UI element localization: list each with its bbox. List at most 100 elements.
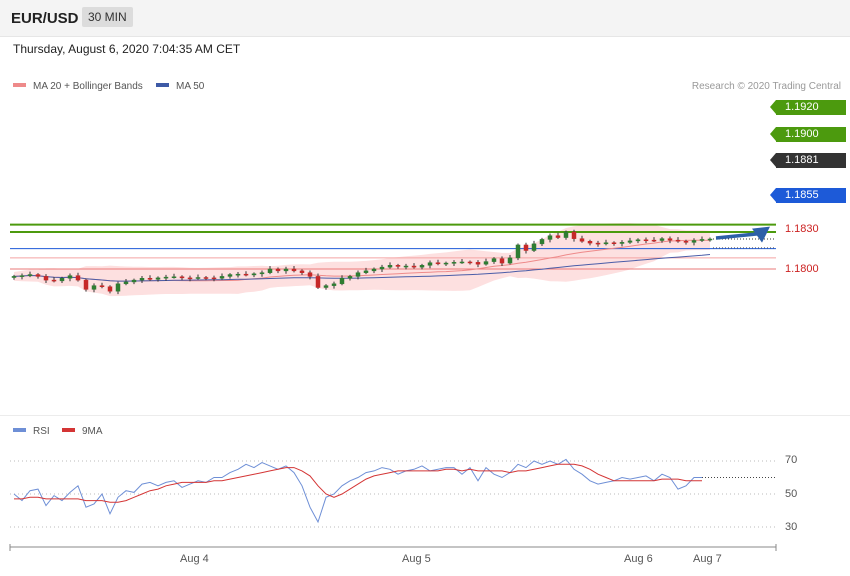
candle-body (467, 261, 473, 264)
candle-body (475, 262, 481, 265)
legend-rsi-ma-label: 9MA (82, 426, 103, 437)
candle-body (411, 265, 417, 268)
candle-body (643, 239, 649, 242)
chart-header: EUR/USD 30 MIN (0, 0, 850, 37)
candle-body (427, 262, 433, 266)
candle-body (531, 243, 537, 251)
candle-body (211, 277, 217, 280)
candle-body (619, 242, 625, 244)
timeframe-button[interactable]: 30 MIN (82, 7, 133, 27)
candle-body (363, 270, 369, 273)
candle-body (243, 273, 249, 276)
candle-body (571, 231, 577, 239)
rsi-line (13, 458, 702, 524)
x-tick-aug7: Aug 7 (693, 553, 722, 565)
candle-body (675, 239, 681, 242)
candle-body (379, 266, 385, 270)
candle-body (195, 277, 201, 279)
candle-body (267, 268, 273, 273)
ma20-swatch (13, 83, 26, 88)
legend-ma20-label: MA 20 + Bollinger Bands (33, 81, 143, 92)
candle-body (307, 272, 313, 277)
candle-body (547, 235, 553, 240)
candle-body (443, 262, 449, 265)
candle-body (387, 265, 393, 268)
candle-body (435, 262, 441, 265)
candle-body (515, 244, 521, 259)
ma50-line (13, 254, 711, 282)
level-tag-1855: 1.1855 (770, 188, 846, 203)
candle-body (251, 273, 257, 276)
candle-body (315, 276, 321, 288)
candle-body (75, 275, 81, 281)
level-tag-1920: 1.1920 (770, 100, 846, 115)
candle-body (419, 265, 425, 268)
symbol-title: EUR/USD (11, 10, 79, 27)
rsi-tick-30: 30 (785, 521, 798, 533)
date-line: Thursday, August 6, 2020 7:04:35 AM CET (13, 42, 241, 56)
candle-body (355, 272, 361, 277)
candle-body (395, 265, 401, 267)
candle-body (347, 276, 353, 279)
candle-body (587, 241, 593, 244)
candle-body (699, 239, 705, 241)
candle-body (155, 277, 161, 280)
candle-body (339, 278, 345, 285)
candle-body (283, 268, 289, 272)
candle-body (139, 278, 145, 281)
legend-ma50: MA 50 (156, 81, 204, 92)
x-tick-aug6: Aug 6 (624, 553, 653, 565)
candle-body (459, 261, 465, 264)
candle-body (579, 238, 585, 242)
copyright: Research © 2020 Trading Central (691, 81, 841, 92)
candle-body (123, 281, 129, 285)
candle-body (259, 272, 265, 275)
candle-body (603, 242, 609, 245)
candle-body (651, 239, 657, 242)
candle-body (147, 278, 153, 280)
panel-separator (0, 415, 850, 416)
candle-body (299, 270, 305, 273)
candle-body (483, 261, 489, 265)
rsi-tick-70: 70 (785, 454, 798, 466)
x-tick-aug5: Aug 5 (402, 553, 431, 565)
candle-body (179, 276, 185, 279)
candle-body (187, 277, 193, 280)
candle-body (523, 244, 529, 251)
candle-body (91, 285, 97, 290)
candle-body (667, 238, 673, 241)
candle-body (371, 268, 377, 272)
candle-body (99, 285, 105, 288)
candle-body (539, 239, 545, 245)
candle-body (627, 240, 633, 243)
candle-body (67, 275, 73, 279)
rsi-ma-swatch (62, 428, 75, 433)
candle-body (451, 262, 457, 264)
last-price-tag: 1.1881 (770, 153, 846, 168)
candle-body (27, 274, 33, 276)
candle-body (323, 285, 329, 288)
candle-body (235, 273, 241, 276)
candle-body (219, 276, 225, 279)
level-label-1800: 1.1800 (785, 263, 819, 275)
candle-body (51, 279, 57, 282)
candle-body (107, 286, 113, 292)
candle-body (291, 268, 297, 272)
candle-body (659, 238, 665, 241)
candle-body (115, 283, 121, 292)
legend-rsi-ma: 9MA (62, 426, 103, 437)
candle-body (163, 276, 169, 279)
candle-body (19, 275, 25, 277)
legend-ma50-label: MA 50 (176, 81, 205, 92)
ma50-swatch (156, 83, 169, 88)
candle-body (595, 242, 601, 245)
candle-body (11, 276, 17, 278)
candle-body (43, 276, 49, 281)
candle-body (635, 239, 641, 242)
level-label-1830: 1.1830 (785, 223, 819, 235)
rsi-ma-line (14, 463, 702, 503)
candle-body (275, 268, 281, 272)
projection-arrow-head (752, 226, 770, 243)
rsi-swatch (13, 428, 26, 433)
